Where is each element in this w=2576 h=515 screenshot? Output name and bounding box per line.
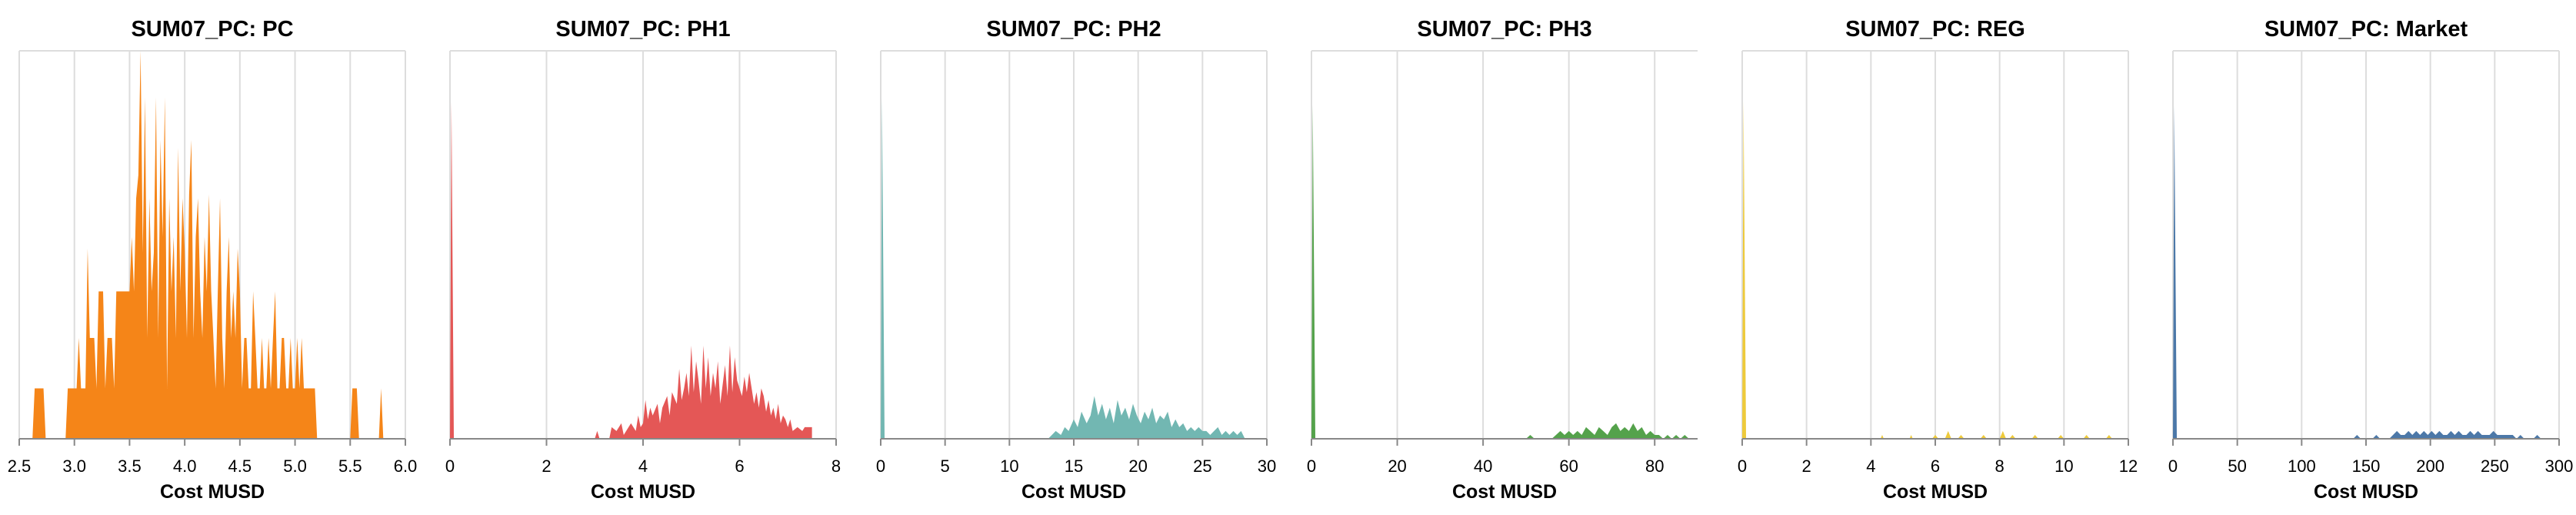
x-tick-label: 300 [2545,456,2574,476]
area-series [1311,105,1689,439]
x-tick-label: 5 [941,456,950,476]
x-tick-label: 12 [2119,456,2138,476]
x-tick-label: 80 [1645,456,1664,476]
area-series [881,97,1245,439]
x-tick-label: 100 [2288,456,2316,476]
x-tick-label: 15 [1065,456,1083,476]
x-tick-label: 4.5 [228,456,252,476]
x-axis-label: Cost MUSD [591,481,695,503]
x-axis-label: Cost MUSD [160,481,265,503]
x-axis-label: Cost MUSD [2314,481,2418,503]
chart-title: SUM07_PC: PH2 [986,17,1161,42]
x-tick-label: 0 [876,456,885,476]
x-axis-label: Cost MUSD [1021,481,1126,503]
facet-1: 2.5 3.0 3.5 4.0 4.5 5.0 5.5 6.0 SUM07_PC: PC Cost… [8,17,418,503]
x-tick-label: 250 [2481,456,2509,476]
facet-3: 0 5 10 15 20 25 30 SUM07_PC: PH2 Cost MUSD [876,17,1276,503]
x-tick-label: 0 [2168,456,2178,476]
x-tick-label: 30 [1258,456,1276,476]
x-tick-label: 2.5 [8,456,32,476]
x-tick-label: 2 [542,456,551,476]
area-series [2173,105,2541,439]
x-tick-label: 6.0 [394,456,418,476]
facet-4: 0 20 40 60 80 SUM07_PC: PH3 Cost MUSD [1307,17,1698,503]
x-tick-label: 3.5 [118,456,142,476]
x-tick-label: 0 [1307,456,1316,476]
x-tick-label: 6 [1931,456,1940,476]
facet-6: 0 50 100 150 200 250 300 SUM07_PC: Market Cost M… [2168,17,2573,503]
x-tick-label: 10 [2054,456,2073,476]
x-tick-label: 150 [2352,456,2381,476]
x-axis-label: Cost MUSD [1452,481,1557,503]
x-tick-label: 50 [2228,456,2246,476]
x-tick-label: 8 [831,456,841,476]
x-tick-label: 0 [445,456,455,476]
x-tick-label: 3.0 [62,456,86,476]
chart-title: SUM07_PC: PC [131,17,293,42]
x-tick-label: 0 [1738,456,1747,476]
x-tick-label: 6 [735,456,744,476]
facet-2: 0 2 4 6 8 SUM07_PC: PH1 Cost MUSD [445,17,841,503]
x-tick-label: 20 [1128,456,1147,476]
area-series [32,51,384,439]
x-tick-label: 20 [1388,456,1406,476]
x-tick-label: 5.0 [283,456,307,476]
facet-5: 0 2 4 6 8 10 12 SUM07_PC: REG Cost MUSD [1738,17,2138,503]
x-tick-label: 4 [638,456,648,476]
chart-title: SUM07_PC: PH1 [555,17,730,42]
x-tick-label: 4.0 [173,456,197,476]
x-tick-label: 8 [1995,456,2004,476]
x-tick-label: 4 [1866,456,1875,476]
x-tick-label: 25 [1193,456,1211,476]
x-tick-label: 10 [1000,456,1018,476]
chart-title: SUM07_PC: REG [1845,17,2025,42]
x-tick-label: 200 [2416,456,2444,476]
x-tick-label: 5.5 [338,456,362,476]
area-series [1742,101,2113,439]
area-series [450,101,812,439]
x-tick-label: 2 [1802,456,1811,476]
x-tick-label: 40 [1474,456,1492,476]
chart-title: SUM07_PC: Market [2264,17,2468,42]
chart-title: SUM07_PC: PH3 [1417,17,1591,42]
x-tick-label: 60 [1559,456,1578,476]
x-axis-label: Cost MUSD [1883,481,1988,503]
